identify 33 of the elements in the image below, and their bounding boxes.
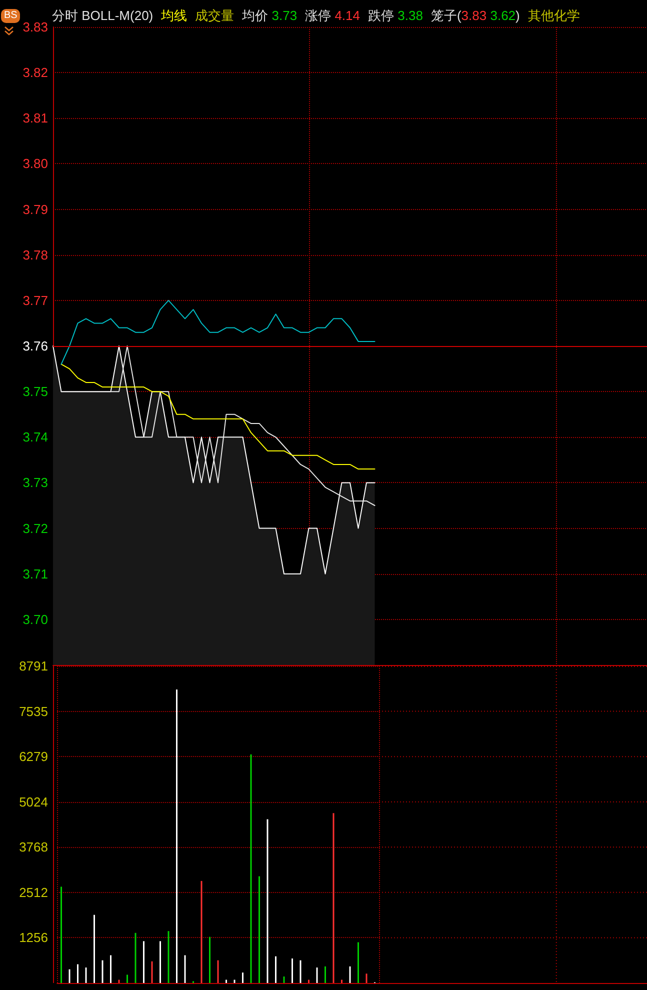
chart-title: 分时 BOLL-M(20) [52, 7, 154, 24]
y-tick-label: 3.79 [22, 202, 48, 217]
y-tick-label: 7535 [19, 704, 48, 719]
line-series [60, 364, 376, 470]
line-series [60, 300, 376, 365]
text: 均线 [161, 7, 188, 24]
text: 跌停 3.38 [368, 8, 423, 23]
y-tick-label: 8791 [19, 658, 48, 674]
y-tick-label: 3.82 [22, 65, 48, 80]
y-tick-label: 3768 [19, 840, 48, 855]
y-tick-label: 3.81 [22, 110, 48, 126]
y-tick-label: 3.72 [22, 520, 48, 536]
y-tick-label: 3.73 [22, 475, 48, 490]
text: 均价 3.73 [242, 8, 298, 23]
y-tick-label: 3.76 [22, 338, 48, 354]
y-tick-label: 3.74 [22, 430, 48, 445]
y-tick-label: 1256 [19, 930, 48, 946]
y-tick-label: 6279 [19, 749, 48, 764]
y-tick-label: 5024 [19, 794, 48, 810]
y-tick-label: 3.75 [22, 384, 48, 400]
y-tick-label: 3.83 [22, 20, 48, 34]
text: 其他化学 [528, 8, 580, 23]
y-tick-label: 3.77 [22, 292, 48, 308]
y-tick-label: 2512 [19, 884, 48, 900]
y-tick-label: 3.70 [22, 612, 48, 627]
text: 笼子(3.83 3.62) [430, 8, 520, 23]
text: 成交量 [195, 8, 234, 23]
y-tick-label: 3.71 [22, 566, 48, 582]
text: BS [4, 10, 18, 21]
line-series [60, 346, 376, 506]
y-tick-label: 3.80 [22, 156, 48, 172]
y-tick-label: 3.78 [22, 247, 48, 262]
text: 涨停 4.14 [305, 8, 360, 23]
